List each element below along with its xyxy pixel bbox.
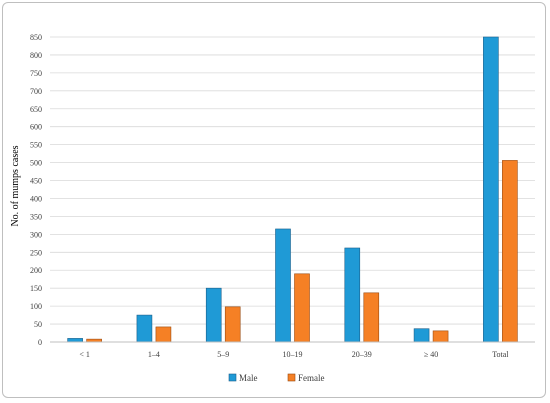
y-tick-label: 400: [30, 194, 42, 203]
legend-swatch-male: [228, 373, 237, 382]
legend: Male Female: [228, 373, 325, 383]
y-tick-label: 450: [30, 177, 42, 186]
bar-female-2: [224, 306, 241, 343]
bar-female-6: [502, 160, 518, 343]
bar-male-5: [413, 328, 430, 343]
bar-female-1: [155, 326, 172, 343]
x-tick-label: < 1: [79, 350, 90, 359]
y-tick-label: 750: [30, 69, 42, 78]
y-tick-label: 200: [30, 266, 42, 275]
chart-frame: [2, 2, 546, 398]
y-tick-label: 500: [30, 159, 42, 168]
bar-male-4: [344, 247, 361, 343]
gridlines: [50, 36, 535, 325]
y-tick-label: 850: [30, 33, 42, 42]
legend-swatch-female: [287, 373, 296, 382]
bar-female-5: [432, 330, 449, 343]
y-tick-label: 550: [30, 141, 42, 150]
y-tick-label: 300: [30, 230, 42, 239]
y-tick-label: 250: [30, 248, 42, 257]
bar-female-3: [294, 273, 310, 343]
x-tick-label: ≥ 40: [424, 350, 438, 359]
y-tick-label: 650: [30, 105, 42, 114]
bar-male-1: [136, 314, 153, 343]
legend-label-female: Female: [298, 373, 325, 383]
x-tick-label: 20–39: [352, 350, 372, 359]
bar-male-3: [275, 228, 291, 343]
bar-male-2: [205, 287, 222, 343]
bars: [67, 36, 518, 343]
x-tick-label: 1–4: [148, 350, 160, 359]
bar-male-0: [67, 338, 83, 343]
x-tick-label: Total: [492, 350, 509, 359]
y-tick-label: 800: [30, 51, 42, 60]
x-tick-labels: < 1 1–4 5–9 10–19 20–39 ≥ 40 Total: [79, 350, 509, 359]
legend-label-male: Male: [239, 373, 258, 383]
bar-male-6: [483, 36, 499, 343]
y-tick-label: 350: [30, 212, 42, 221]
x-tick-label: 10–19: [283, 350, 303, 359]
y-axis-title: No. of mumps cases: [10, 145, 21, 226]
y-tick-label: 50: [34, 320, 42, 329]
y-tick-label: 100: [30, 302, 42, 311]
x-tick-label: 5–9: [217, 350, 229, 359]
bar-female-4: [363, 292, 380, 343]
y-tick-label: 700: [30, 87, 42, 96]
y-tick-labels: 0 50 100 150 200 250 300 350 400 450 500 550 600 650 7…: [30, 33, 42, 347]
y-tick-label: 0: [38, 338, 42, 347]
y-tick-label: 600: [30, 123, 42, 132]
y-tick-label: 150: [30, 284, 42, 293]
